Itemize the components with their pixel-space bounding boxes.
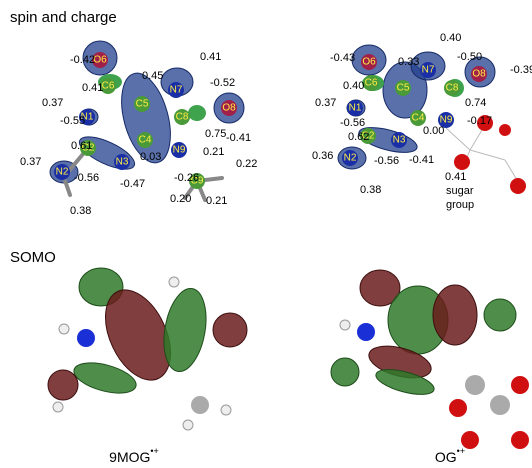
charge-value: 0.62 (348, 131, 369, 143)
charge-value: -0.41 (409, 154, 434, 166)
charge-value: 0.41 (445, 171, 466, 183)
atom-label: C8 (176, 112, 189, 123)
charge-value: -0.56 (340, 117, 365, 129)
charge-value: 0.41 (82, 82, 103, 94)
charge-value: -0.55 (60, 115, 85, 127)
charge-value: -0.47 (120, 178, 145, 190)
charge-value: -0.17 (467, 115, 492, 127)
charge-value: -0.26 (174, 172, 199, 184)
caption: OG•+ (435, 446, 465, 464)
figure: spin and charge SOMO O6C6C5N7C8O8N1C2N3C… (0, 0, 532, 468)
caption: 9MOG•+ (109, 446, 159, 464)
atom-label: O8 (222, 103, 236, 114)
charge-value: -0.39 (510, 64, 532, 76)
charge-value: 0.20 (170, 193, 191, 205)
charge-value: -0.52 (210, 77, 235, 89)
caption-name: 9MOG (109, 449, 150, 465)
caption-superscript: •+ (150, 446, 158, 456)
charge-value: 0.40 (440, 32, 461, 44)
atom-label: N7 (422, 65, 435, 76)
atom-label: O6 (93, 55, 107, 66)
charge-value: 0.03 (140, 151, 161, 163)
charge-value: 0.38 (360, 184, 381, 196)
atom-label: O8 (472, 69, 486, 80)
charge-value: -0.41 (226, 132, 251, 144)
somo-9mog (48, 268, 247, 430)
charge-value: 0.40 (343, 80, 364, 92)
charge-value: 0.00 (423, 125, 444, 137)
charge-value: 0.21 (203, 146, 224, 158)
charge-value: -0.56 (74, 172, 99, 184)
atom-label: N9 (173, 145, 186, 156)
atom-label: C8 (446, 83, 459, 94)
charge-value: 0.74 (465, 97, 486, 109)
somo-og (331, 270, 529, 449)
atom-label: N3 (393, 135, 406, 146)
charge-value: -0.50 (457, 51, 482, 63)
charge-value: 0.21 (206, 195, 227, 207)
charge-value: -0.42 (70, 54, 95, 66)
charge-value: 0.61 (71, 140, 92, 152)
charge-value: 0.75 (205, 128, 226, 140)
atom-label: C4 (139, 135, 152, 146)
atom-label: N1 (349, 103, 362, 114)
atom-label: C5 (397, 83, 410, 94)
atom-label: C6 (102, 81, 115, 92)
annotation: sugar (446, 185, 474, 197)
charge-value: 0.37 (42, 97, 63, 109)
atom-label: N2 (56, 167, 69, 178)
caption-name: OG (435, 449, 457, 465)
atom-label: C6 (365, 78, 378, 89)
charge-value: 0.33 (398, 56, 419, 68)
charge-value: 0.22 (236, 158, 257, 170)
atom-label: N3 (116, 157, 129, 168)
charge-value: -0.56 (374, 155, 399, 167)
section-title: SOMO (10, 249, 56, 266)
atom-label: C5 (136, 99, 149, 110)
charge-value: 0.41 (200, 51, 221, 63)
charge-value: 0.37 (315, 97, 336, 109)
charge-value: 0.45 (142, 70, 163, 82)
atom-label: N2 (344, 153, 357, 164)
section-title: spin and charge (10, 9, 117, 26)
charge-value: 0.36 (312, 150, 333, 162)
caption-superscript: •+ (457, 446, 465, 456)
charge-value: 0.37 (20, 156, 41, 168)
atom-label: O6 (362, 57, 376, 68)
atom-label: C4 (412, 113, 425, 124)
atom-label: N7 (170, 85, 183, 96)
charge-value: -0.43 (330, 52, 355, 64)
annotation: group (446, 199, 474, 211)
charge-value: 0.38 (70, 205, 91, 217)
